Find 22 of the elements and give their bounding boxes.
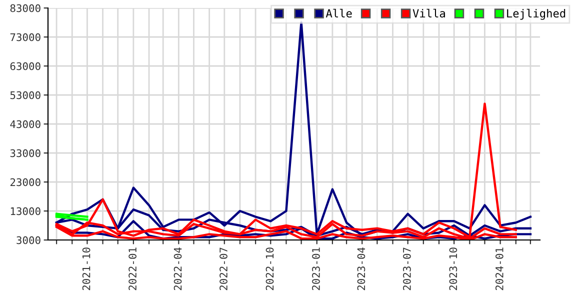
y-tick-label: 43000 (10, 120, 40, 128)
x-tick-label: 2023-07 (403, 248, 411, 290)
legend-label: Lejlighed (507, 8, 566, 20)
y-tick-label: 73000 (10, 33, 40, 42)
y-tick-label: 33000 (10, 149, 40, 158)
y-tick-label: 3000 (16, 236, 40, 244)
legend-label: Alle (326, 8, 352, 18)
x-tick-label: 2023-10 (449, 248, 458, 290)
y-tick-label: 23000 (10, 178, 40, 186)
x-tick-label: 2022-10 (266, 248, 274, 290)
x-tick-label: 2023-01 (312, 248, 320, 290)
x-tick-label: 2022-04 (174, 247, 182, 290)
y-tick-label: 53000 (10, 91, 40, 100)
y-tick-label: 13000 (10, 207, 40, 216)
x-tick-label: 2023-04 (357, 247, 366, 290)
legend-label: Villa (412, 8, 445, 18)
x-tick-label: 2024-01 (495, 248, 504, 290)
x-tick-label: 2022-01 (128, 248, 136, 290)
y-tick-label: 63000 (10, 62, 40, 70)
x-tick-label: 2021-10 (82, 248, 90, 290)
x-tick-label: 2022-07 (220, 248, 228, 290)
y-tick-label: 83000 (10, 4, 40, 12)
